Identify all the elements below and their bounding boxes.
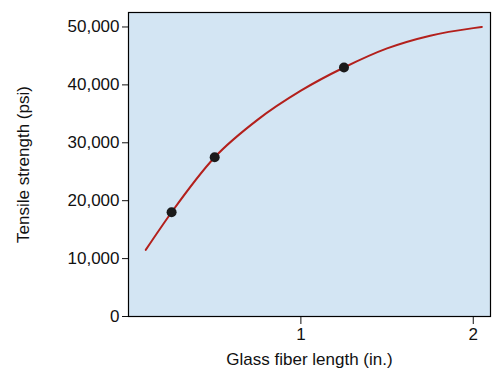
svg-text:Tensile strength (psi): Tensile strength (psi): [14, 86, 33, 243]
svg-text:40,000: 40,000: [68, 75, 120, 94]
svg-text:50,000: 50,000: [68, 17, 120, 36]
svg-text:10,000: 10,000: [68, 249, 120, 268]
svg-text:Glass fiber length (in.): Glass fiber length (in.): [226, 350, 392, 369]
svg-text:30,000: 30,000: [68, 133, 120, 152]
svg-text:0: 0: [110, 307, 119, 326]
svg-text:2: 2: [469, 325, 478, 344]
svg-text:20,000: 20,000: [68, 191, 120, 210]
svg-text:1: 1: [296, 325, 305, 344]
